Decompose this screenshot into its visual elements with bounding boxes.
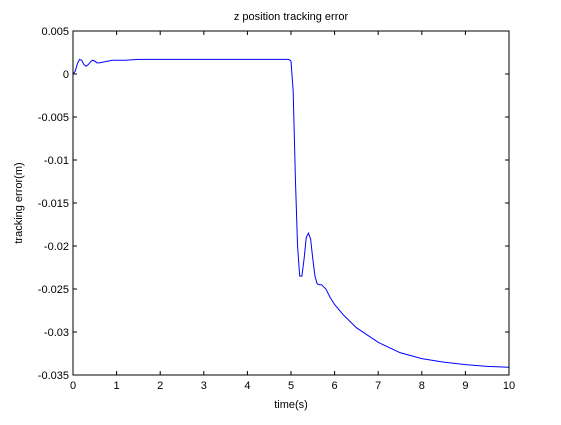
y-tick-label: -0.01 — [44, 155, 69, 167]
y-tick-label: -0.035 — [38, 370, 69, 382]
y-tick-label: 0 — [63, 69, 69, 81]
x-tick-label: 3 — [201, 380, 207, 392]
y-tick-label: -0.015 — [38, 198, 69, 210]
x-tick-label: 7 — [375, 380, 381, 392]
y-tick-label: -0.02 — [44, 241, 69, 253]
x-tick-label: 4 — [244, 380, 250, 392]
x-tick-label: 5 — [288, 380, 294, 392]
chart-title: z position tracking error — [234, 11, 349, 23]
x-tick-label: 1 — [114, 380, 120, 392]
x-tick-label: 2 — [157, 380, 163, 392]
x-tick-label: 8 — [419, 380, 425, 392]
x-tick-label: 9 — [462, 380, 468, 392]
plot-area-frame — [72, 30, 510, 376]
x-tick-label: 6 — [332, 380, 338, 392]
tick-labels-group: 0 1 2 3 4 5 6 7 8 9 10 0.005 0 -0.005 -0.01 -0.015 -0.02… — [38, 26, 515, 392]
y-tick-label: -0.03 — [44, 327, 69, 339]
y-tick-label: -0.005 — [38, 112, 69, 124]
y-tick-label: -0.025 — [38, 284, 69, 296]
y-tick-label: 0.005 — [41, 26, 69, 38]
y-axis-label: tracking error(m) — [13, 162, 25, 243]
x-axis-label: time(s) — [274, 399, 308, 411]
x-tick-label: 0 — [70, 380, 76, 392]
x-tick-label: 10 — [503, 380, 515, 392]
plot-area-background — [73, 31, 509, 375]
series-line — [72, 58, 510, 368]
